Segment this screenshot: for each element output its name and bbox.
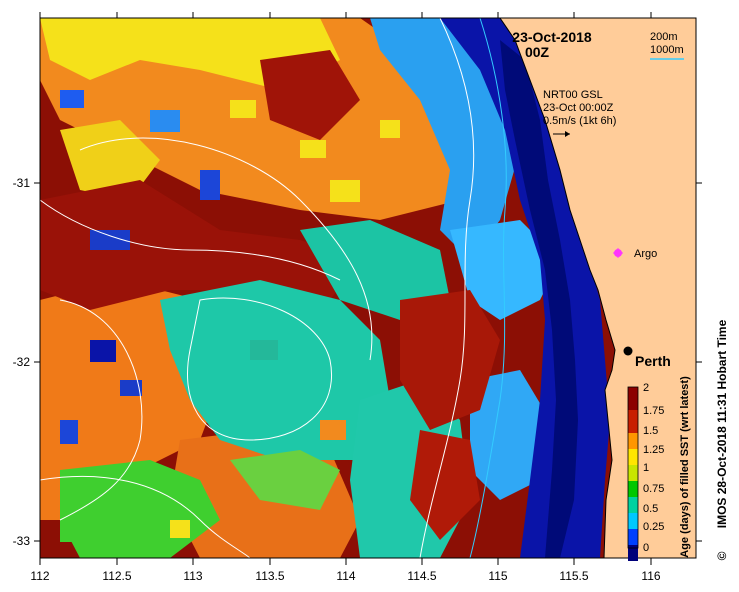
x-tick-label: 113.5 — [255, 569, 284, 583]
colorbar-tick: 1.5 — [643, 425, 658, 437]
x-tick-label: 114.5 — [407, 569, 436, 583]
y-axis — [34, 182, 702, 542]
copyright-icon: © — [715, 551, 729, 560]
argo-marker — [613, 248, 623, 258]
x-tick-label: 116 — [641, 569, 660, 583]
colorbar-tick: 0 — [643, 542, 649, 554]
y-tick-label: -33 — [13, 534, 31, 548]
x-tick-label: 112 — [30, 569, 49, 583]
argo-label: Argo — [634, 248, 657, 260]
colorbar — [627, 386, 639, 561]
colorbar-tick: 2 — [643, 382, 649, 394]
colorbar-tick: 0.75 — [643, 483, 664, 495]
colorbar-label: Age (days) of filled SST (wrt latest) — [679, 376, 691, 558]
plot-frame — [39, 17, 697, 559]
contour-label-200m: 200m — [650, 31, 678, 43]
colorbar-tick: 1.75 — [643, 405, 664, 417]
credit-text: IMOS 28-Oct-2018 11:31 Hobart Time — [715, 319, 729, 528]
y-tick-label: -31 — [13, 176, 31, 190]
x-tick-label: 113 — [183, 569, 202, 583]
colorbar-tick: 0.25 — [643, 521, 664, 533]
map-time: 00Z — [525, 44, 550, 60]
colorbar-tick: 1 — [643, 462, 649, 474]
land-mass — [499, 17, 697, 559]
contour-label-1000m: 1000m — [650, 44, 684, 56]
colorbar-tick: 1.25 — [643, 444, 664, 456]
x-tick-label: 114 — [336, 569, 355, 583]
current-info-line2: 23-Oct 00:00Z — [543, 102, 614, 114]
bathymetry-contours — [39, 17, 507, 559]
current-scale-arrow-icon — [553, 131, 570, 137]
current-info-line1: NRT00 GSL — [543, 89, 603, 101]
y-tick-label: -32 — [13, 355, 31, 369]
x-tick-label: 115 — [488, 569, 507, 583]
x-tick-label: 115.5 — [559, 569, 588, 583]
x-axis — [39, 12, 652, 565]
current-info-line3: 0.5m/s (1kt 6h) — [543, 115, 616, 127]
perth-label: Perth — [635, 353, 671, 369]
perth-marker — [623, 346, 633, 356]
x-tick-label: 112.5 — [102, 569, 131, 583]
map-date: 23-Oct-2018 — [512, 29, 592, 45]
colorbar-tick: 0.5 — [643, 503, 658, 515]
